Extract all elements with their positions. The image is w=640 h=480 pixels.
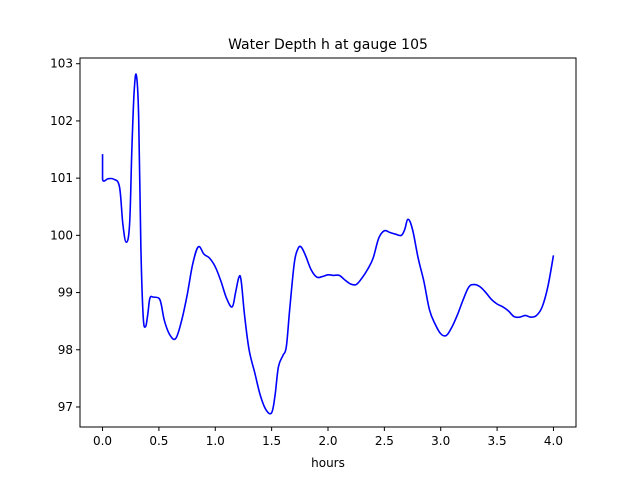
x-axis-label: hours (311, 456, 345, 470)
plot-area (101, 73, 555, 415)
x-tick-label: 1.5 (262, 434, 281, 448)
x-tick-label: 2.0 (318, 434, 337, 448)
x-tick-label: 2.5 (375, 434, 394, 448)
y-tick-label: 103 (50, 57, 73, 71)
series-line (101, 73, 555, 415)
x-tick-label: 3.5 (488, 434, 507, 448)
chart-title: Water Depth h at gauge 105 (228, 37, 428, 53)
x-tick-label: 0.5 (149, 434, 168, 448)
x-tick-label: 4.0 (544, 434, 563, 448)
y-tick-label: 99 (58, 286, 73, 300)
y-tick-label: 100 (50, 228, 73, 242)
y-tick-label: 97 (58, 400, 73, 414)
y-tick-label: 98 (58, 343, 73, 357)
x-tick-label: 3.0 (431, 434, 450, 448)
x-tick-label: 0.0 (93, 434, 112, 448)
axes-frame (79, 57, 577, 428)
y-tick-label: 101 (50, 171, 73, 185)
y-tick-label: 102 (50, 114, 73, 128)
y-axis: 97 98 99 100 101 102 103 (50, 57, 80, 414)
x-axis: 0.0 0.5 1.0 1.5 2.0 2.5 3.0 3.5 4.0 (93, 427, 563, 448)
x-tick-label: 1.0 (206, 434, 225, 448)
